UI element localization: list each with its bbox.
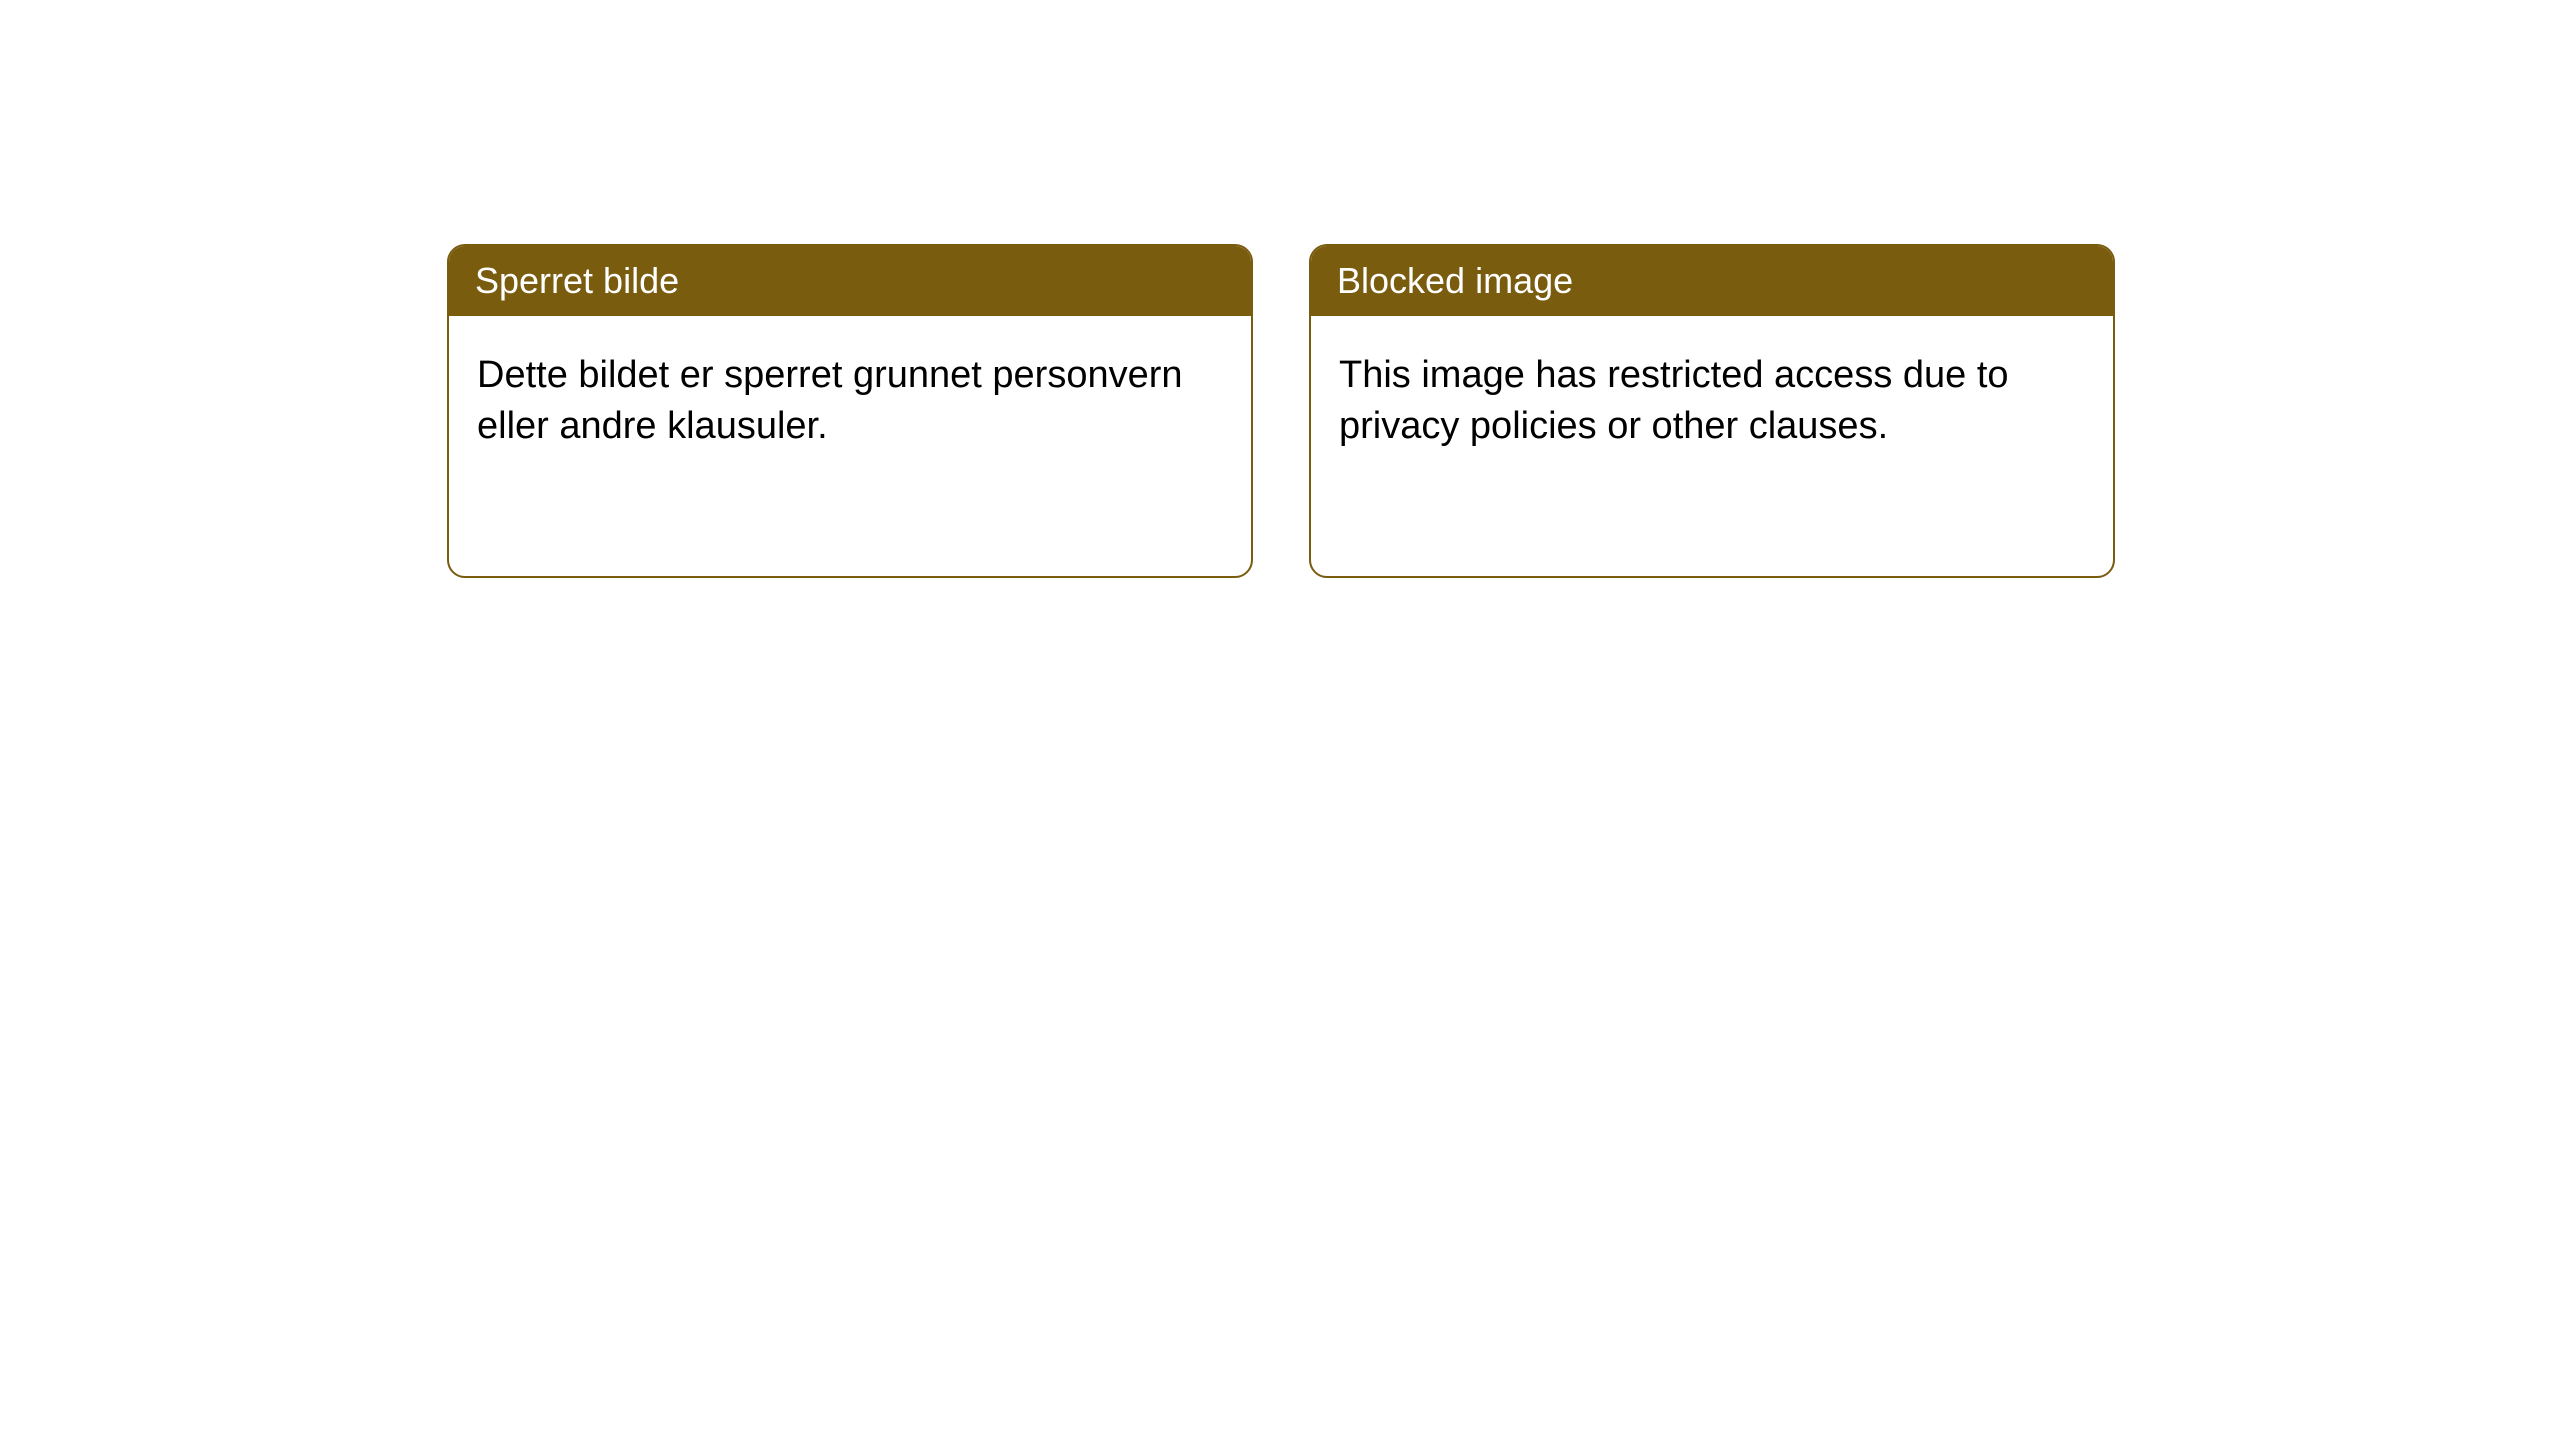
notice-card-body: This image has restricted access due to … xyxy=(1311,316,2113,487)
notice-title: Blocked image xyxy=(1337,260,1573,301)
notice-cards-container: Sperret bilde Dette bildet er sperret gr… xyxy=(447,244,2115,578)
notice-title: Sperret bilde xyxy=(475,260,679,301)
notice-body-text: This image has restricted access due to … xyxy=(1339,354,2009,447)
notice-card-norwegian: Sperret bilde Dette bildet er sperret gr… xyxy=(447,244,1253,578)
notice-card-english: Blocked image This image has restricted … xyxy=(1309,244,2115,578)
notice-body-text: Dette bildet er sperret grunnet personve… xyxy=(477,354,1183,447)
notice-card-header: Blocked image xyxy=(1311,246,2113,316)
notice-card-header: Sperret bilde xyxy=(449,246,1251,316)
notice-card-body: Dette bildet er sperret grunnet personve… xyxy=(449,316,1251,487)
